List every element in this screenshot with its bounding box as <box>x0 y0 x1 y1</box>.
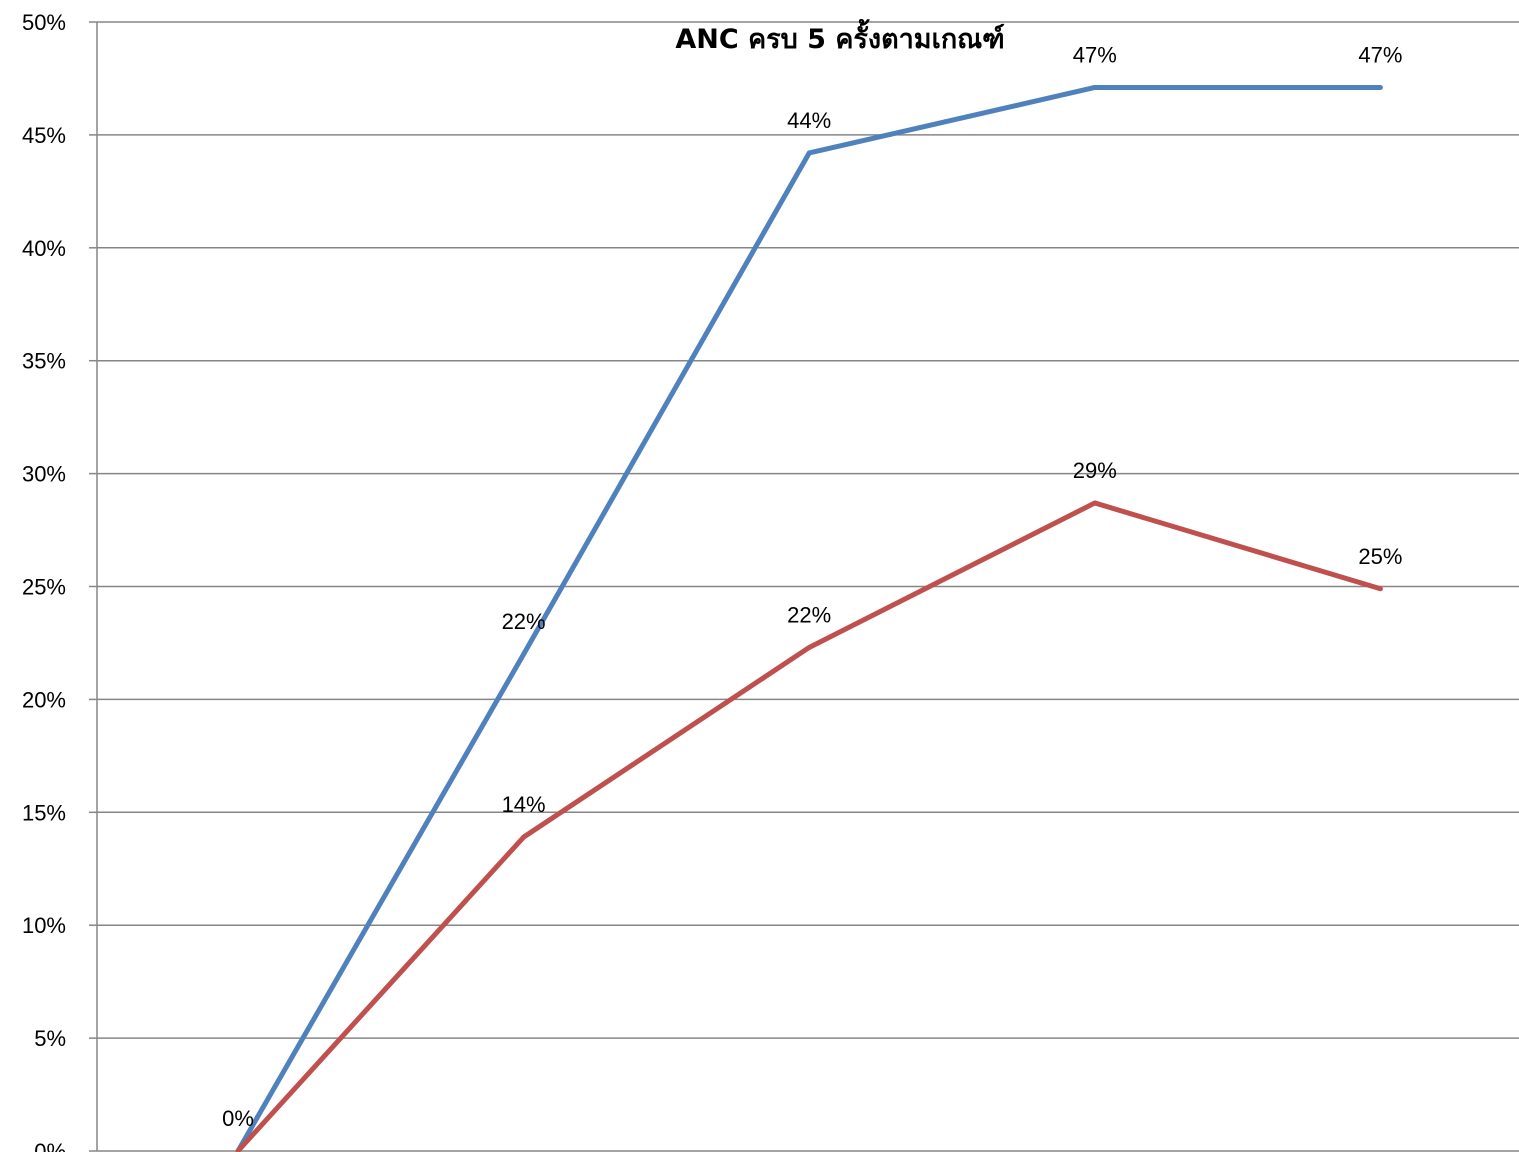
data-label-series-2: 14% <box>502 792 546 817</box>
y-tick-label: 40% <box>22 236 66 261</box>
y-tick-label: 20% <box>22 687 66 712</box>
data-label-series-1: 22% <box>502 609 546 634</box>
y-axis-tick-labels: 0% 5% 10% 15% 20% 25% 30% 35% 40% 45% 50% <box>22 10 66 1152</box>
gridlines <box>97 21 1519 1039</box>
data-label-series-2: 25% <box>1358 544 1402 569</box>
series-line-1 <box>235 84 1383 1152</box>
y-tick-label: 50% <box>22 10 66 35</box>
axes <box>89 21 1519 1152</box>
y-tick-label: 35% <box>22 349 66 374</box>
data-label-series-1: 47% <box>1358 42 1402 67</box>
data-label-series-2: 22% <box>787 602 831 627</box>
y-tick-label: 5% <box>34 1026 66 1051</box>
y-tick-label: 10% <box>22 913 66 938</box>
series-lines <box>235 84 1383 1152</box>
y-tick-label: 0% <box>34 1139 66 1152</box>
data-labels: 0% 22% 44% 47% 47% 14% 22% 29% 25% <box>222 42 1402 1131</box>
data-label-series-2: 29% <box>1073 458 1117 483</box>
y-tick-label: 30% <box>22 462 66 487</box>
data-label-series-1: 44% <box>787 108 831 133</box>
chart-title: ANC ครบ 5 ครั้งตามเกณฑ์ <box>675 18 1004 55</box>
y-tick-label: 25% <box>22 575 66 600</box>
y-tick-label: 15% <box>22 800 66 825</box>
series-line-2 <box>235 500 1383 1152</box>
data-label-series-1: 47% <box>1073 42 1117 67</box>
data-label-series-1: 0% <box>222 1106 254 1131</box>
y-tick-label: 45% <box>22 123 66 148</box>
